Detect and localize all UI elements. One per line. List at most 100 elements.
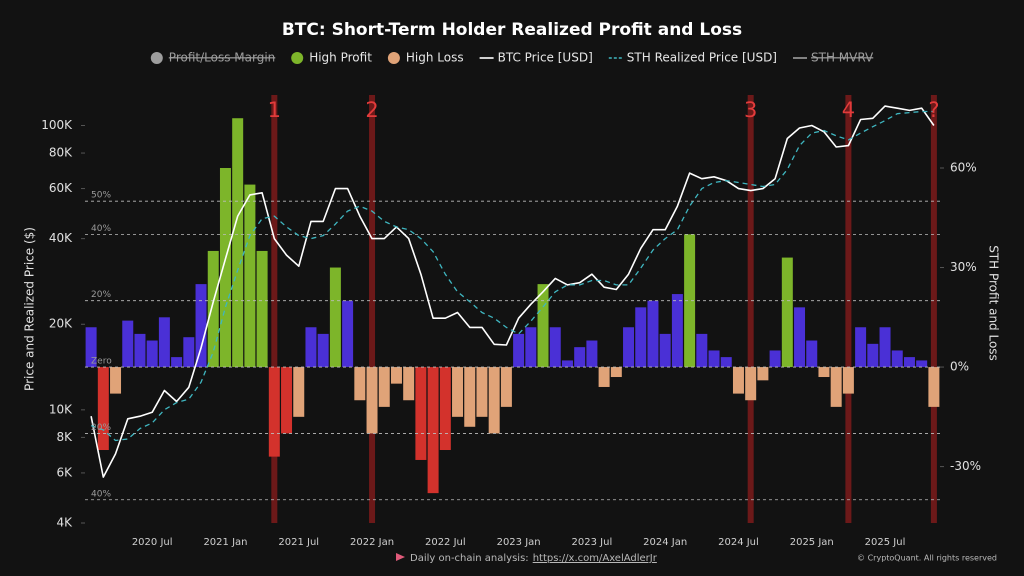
bar [354, 367, 366, 401]
legend-swatch [291, 52, 304, 64]
bar [183, 337, 195, 368]
bar [513, 333, 525, 368]
bar [842, 367, 854, 394]
legend-item[interactable]: BTC Price [USD] [479, 51, 593, 65]
y-tick-label: 40K [49, 231, 73, 245]
legend-item[interactable]: STH MVRV [793, 51, 874, 65]
bar [232, 118, 244, 368]
reference-label: 50% [91, 191, 111, 201]
reference-label: 20% [91, 423, 111, 433]
legend-item[interactable]: Profit/Loss Margin [150, 51, 275, 65]
x-tick-label: 2021 Jan [203, 537, 247, 548]
bar [256, 250, 268, 368]
bar [574, 347, 586, 368]
highlight-band [369, 95, 376, 523]
copyright: © CryptoQuant. All rights reserved [857, 554, 997, 563]
x-tick-label: 2021 Jul [278, 537, 319, 548]
legend: Profit/Loss Margin High Profit High Loss BT… [150, 51, 874, 65]
marker-label: 4 [842, 98, 855, 122]
highlight-band [845, 95, 852, 523]
bar [293, 367, 305, 417]
highlight-band [747, 95, 754, 523]
x-tick-label: 2025 Jul [865, 537, 906, 548]
x-tick-label: 2023 Jul [572, 537, 613, 548]
y-axis-title: Price and Realized Price ($) [23, 227, 37, 391]
bar [110, 367, 122, 394]
footer-note: Daily on-chain analysis: [410, 553, 529, 564]
bar [452, 367, 464, 417]
bar [464, 367, 476, 427]
bar [281, 367, 293, 434]
bar [635, 307, 647, 368]
legend-label: Profit/Loss Margin [169, 51, 275, 65]
bar [708, 350, 720, 368]
bar [549, 327, 561, 368]
bar [122, 320, 134, 368]
bar [366, 367, 378, 434]
bar [696, 333, 708, 368]
highlight-band [271, 95, 278, 523]
chart-title: BTC: Short-Term Holder Realized Profit a… [282, 20, 742, 40]
y-tick-label: 8K [56, 430, 73, 444]
bar [378, 367, 390, 407]
y-tick-label: 20K [49, 317, 73, 331]
bar [415, 367, 427, 460]
footer-link[interactable]: https://x.com/AxelAdlerJr [533, 553, 658, 564]
bar [525, 327, 537, 368]
bar [806, 340, 818, 368]
bar [329, 267, 341, 368]
bar [659, 333, 671, 368]
legend-label: BTC Price [USD] [498, 51, 593, 65]
legend-swatch [150, 52, 163, 64]
bar [916, 360, 928, 368]
legend-item[interactable]: High Profit [291, 51, 372, 65]
bar [818, 367, 830, 378]
legend-item[interactable]: High Loss [387, 51, 464, 65]
x-tick-label: 2020 Jul [132, 537, 173, 548]
bar [732, 367, 744, 394]
bar [500, 367, 512, 407]
bar [745, 367, 757, 401]
x-tick-label: 2022 Jul [425, 537, 466, 548]
bar [830, 367, 842, 407]
bar [146, 340, 158, 368]
bar [855, 327, 867, 368]
bar [85, 327, 97, 368]
footer-icon [396, 553, 405, 561]
bar [439, 367, 451, 451]
y-tick-label: 4K [56, 516, 73, 530]
bar [171, 357, 183, 368]
bar [207, 250, 219, 368]
line [90, 105, 935, 478]
bar [244, 184, 256, 368]
x-tick-label: 2025 Jan [790, 537, 834, 548]
bar [623, 327, 635, 368]
bar [488, 367, 500, 434]
y2-tick-label: 30% [950, 260, 977, 274]
bar [769, 350, 781, 368]
bar [317, 333, 329, 368]
bar [158, 317, 170, 368]
bar [598, 367, 610, 387]
y2-tick-label: 0% [950, 360, 969, 374]
bar [671, 294, 683, 368]
bar [794, 307, 806, 368]
x-tick-label: 2024 Jan [643, 537, 687, 548]
bar [134, 333, 146, 368]
bar [268, 367, 280, 457]
bar [684, 234, 696, 368]
reference-label: 40% [91, 489, 111, 499]
y-tick-label: 6K [56, 465, 73, 479]
legend-item[interactable]: STH Realized Price [USD] [608, 51, 777, 65]
y2-tick-label: 60% [950, 160, 977, 174]
y-tick-label: 100K [41, 118, 73, 132]
marker-label: ? [928, 98, 939, 122]
bar [610, 367, 622, 378]
x-tick-label: 2022 Jan [350, 537, 394, 548]
y-tick-label: 10K [49, 402, 73, 416]
bar [561, 360, 573, 368]
reference-label: Zero [91, 357, 112, 367]
bar [195, 284, 207, 368]
legend-label: High Loss [406, 51, 464, 65]
legend-label: High Profit [309, 51, 372, 65]
